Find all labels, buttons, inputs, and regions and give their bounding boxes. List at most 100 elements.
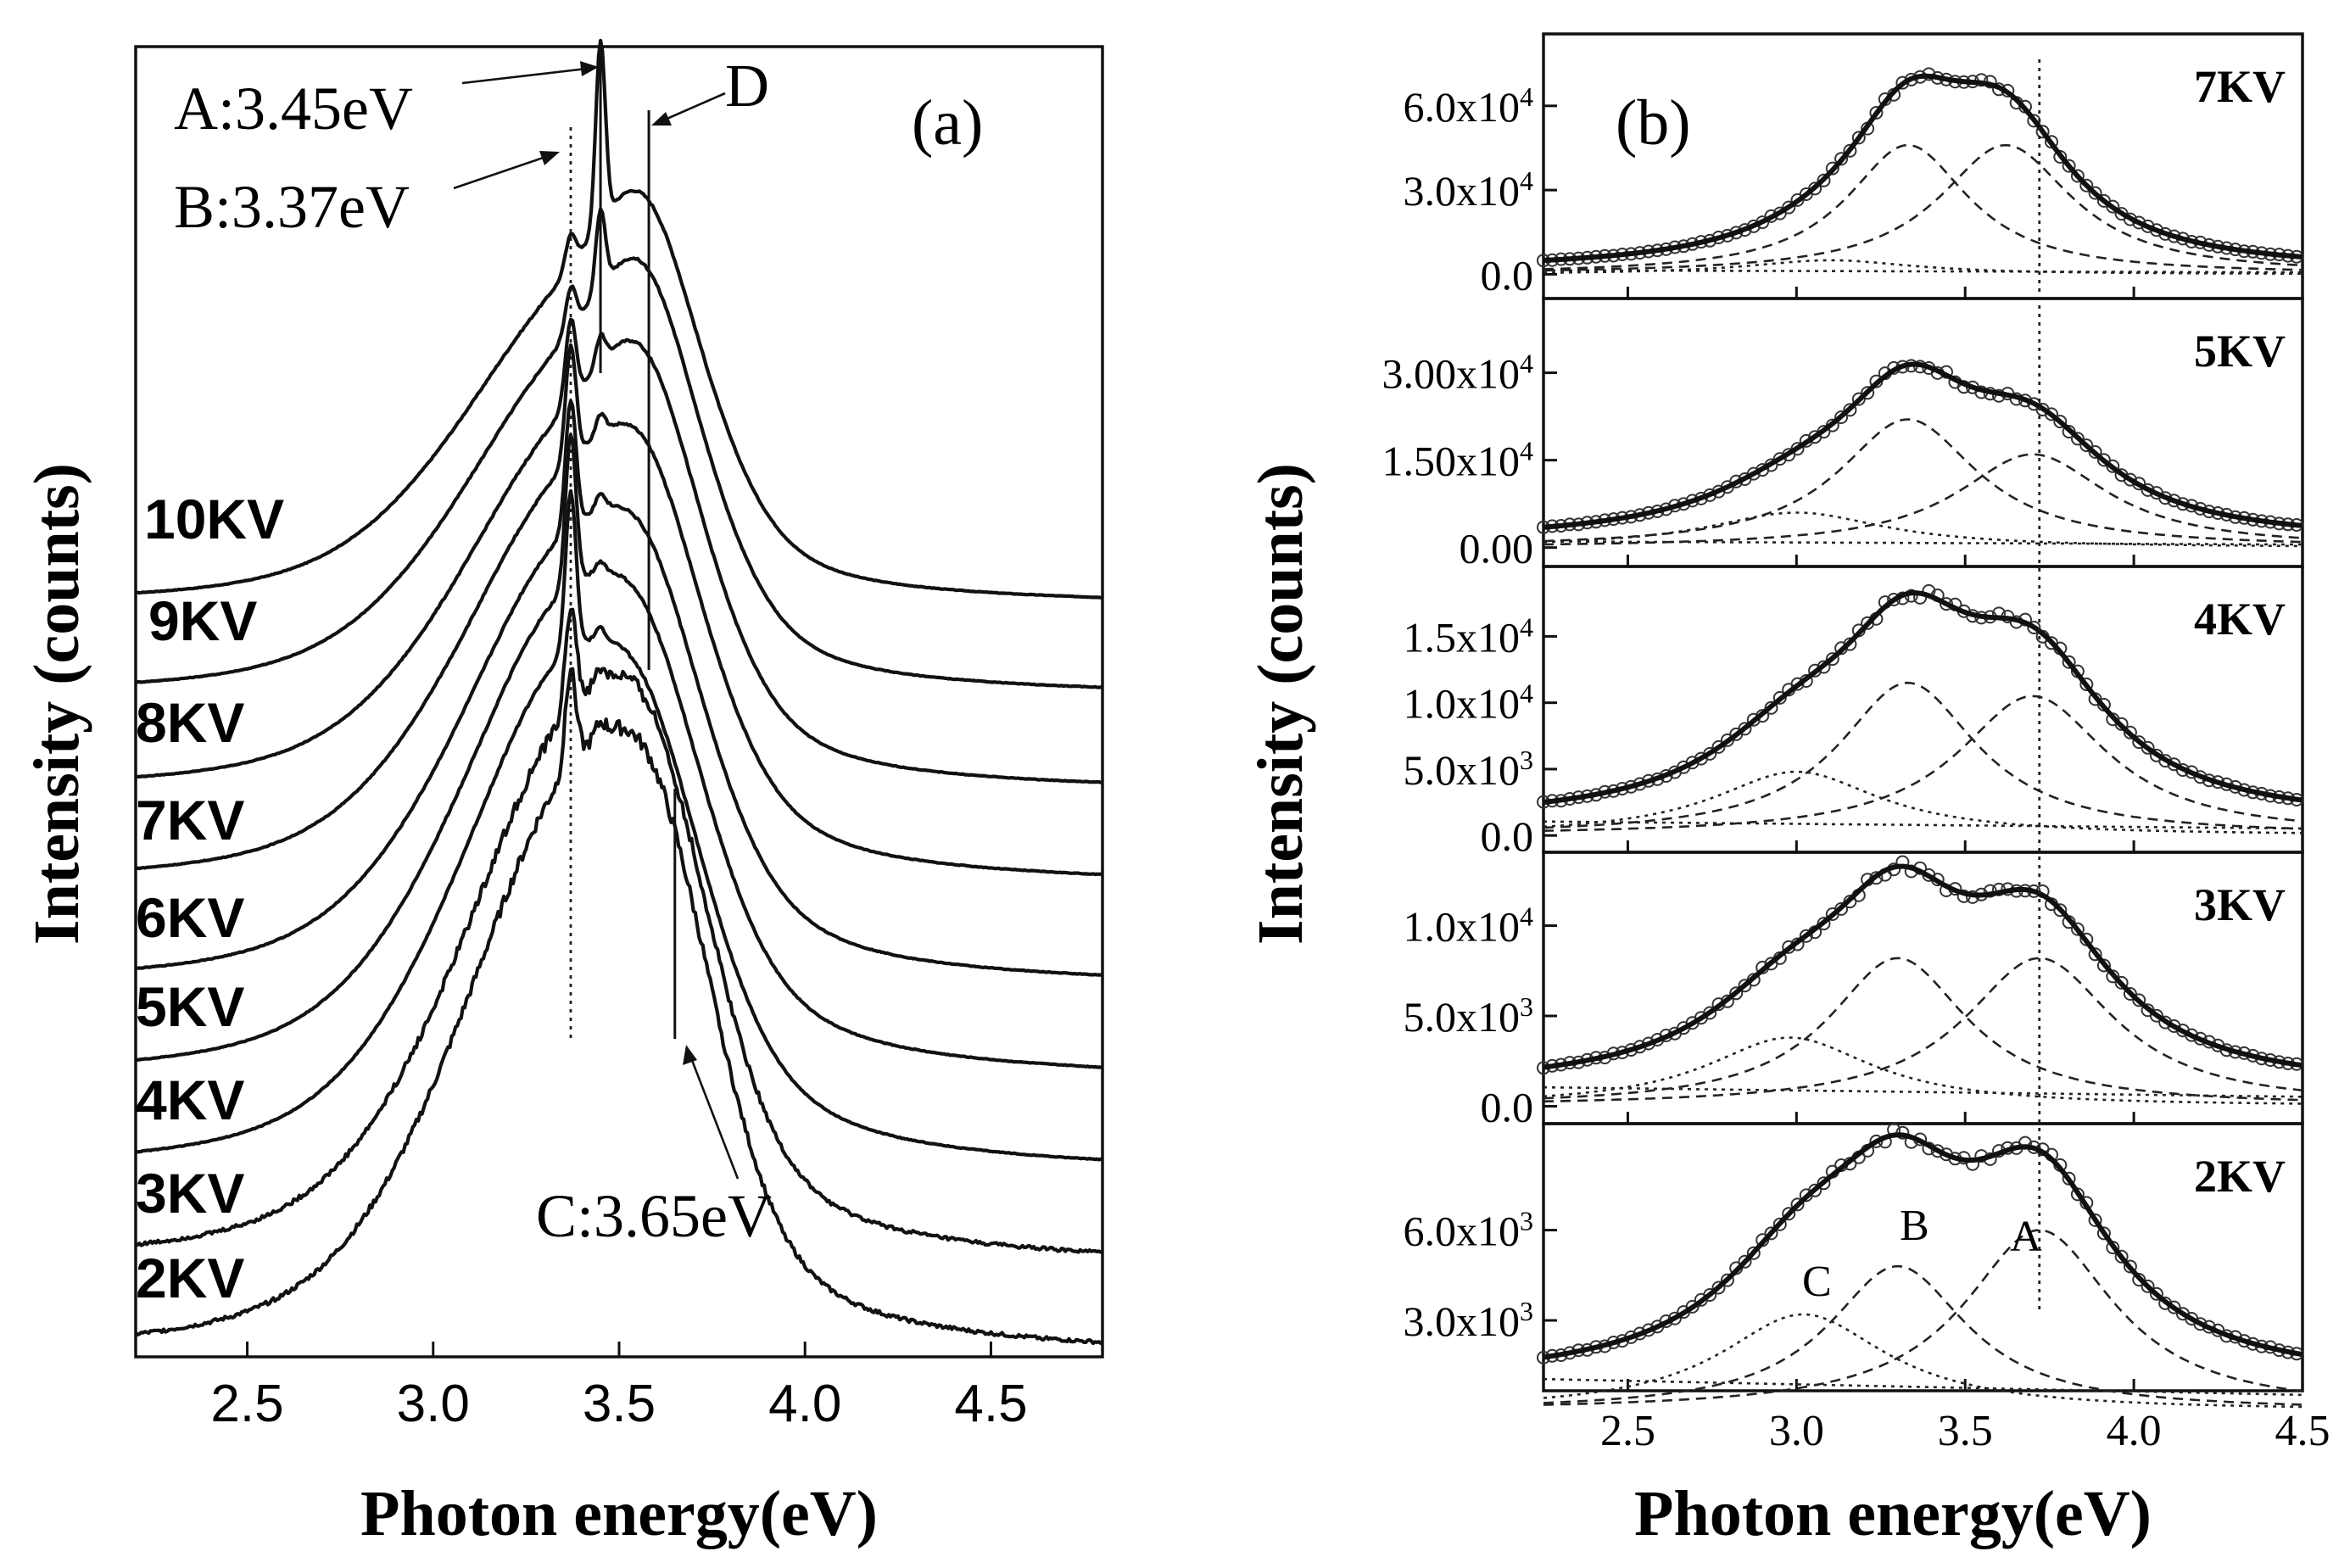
- subplot-fit-component: [1543, 957, 2303, 1103]
- subplot-data-point: [2132, 993, 2146, 1007]
- panel-a-series-label-3kv: 3KV: [136, 1162, 244, 1225]
- subplot-data-point: [1817, 917, 1831, 931]
- subplot-data-point: [2141, 740, 2155, 755]
- subplot-y-tick-label: 3.00x104: [1382, 349, 1534, 398]
- panel-a-frame: [134, 45, 1104, 1359]
- panel-a-series-label-6kv: 6KV: [136, 886, 244, 949]
- panel-a-x-tick-label: 2.5: [210, 1375, 283, 1433]
- subplot-data-point: [1825, 652, 1839, 667]
- subplot-data-point: [1746, 1246, 1761, 1260]
- subplot-fit-component: [1543, 143, 2303, 271]
- subplot-y-tick-label: 1.0x104: [1404, 678, 1534, 728]
- subplot-data-point: [2114, 717, 2129, 731]
- subplot-data-point: [1711, 1281, 1726, 1295]
- panel-a-series-label-2kv: 2KV: [136, 1247, 244, 1309]
- subplot-data-point: [2114, 975, 2129, 990]
- subplot-frame: [1542, 297, 2304, 568]
- subplot-fit-curve: [1543, 590, 2303, 806]
- subplot-fit-component: [1543, 1313, 2303, 1409]
- subplot-data-point: [1764, 700, 1778, 715]
- subplot-y-tick-label: 0.0: [1481, 812, 1534, 860]
- subplot-data-point: [1861, 386, 1875, 400]
- subplot-data-point: [2079, 178, 2094, 193]
- subplot-data-point: [1834, 410, 1849, 424]
- subplot-fit-component: [1543, 511, 2303, 548]
- panel-a-series-labels: 10KV 9KV 8KV 7KV 6KV 5KV 4KV 3KV 2KV: [136, 488, 284, 1309]
- subplot-data-point: [1887, 593, 1901, 606]
- subplot-data-point: [2096, 958, 2111, 973]
- subplot-data-point: [1799, 929, 1813, 943]
- subplot-data-point: [2149, 1008, 2163, 1023]
- subplot-data-point: [2062, 655, 2076, 669]
- subplot-fit-component: [1543, 695, 2303, 832]
- subplot-data-point: [2132, 1273, 2146, 1286]
- panel-b-x-tick-label: 4.5: [2275, 1407, 2330, 1455]
- subplot-data-point: [1843, 637, 1857, 651]
- annotation-d-arrow: [656, 92, 726, 125]
- panel-b-subplot-4kv: 0.0 5.0x103 1.0x104 1.5x104 4KV: [1404, 565, 2304, 860]
- subplot-fit-component: [1543, 681, 2303, 830]
- panel-a-series-label-10kv: 10KV: [144, 488, 284, 550]
- subplot-name-label: 5KV: [2194, 326, 2286, 377]
- subplot-data-point: [2088, 445, 2102, 459]
- subplot-y-tick-label: 3.0x103: [1404, 1296, 1534, 1345]
- subplot-name-label: 3KV: [2194, 879, 2286, 930]
- panel-b-x-axis-label: Photon energy(eV): [1634, 1478, 2152, 1549]
- subplot-data-point: [2053, 415, 2068, 429]
- subplot-fit-component: [1543, 1229, 2303, 1406]
- panel-a-x-tick-label: 3.0: [397, 1375, 470, 1433]
- peak-label-c: C: [1802, 1258, 1832, 1306]
- panel-a-curve-5kv: [135, 432, 1103, 1069]
- panel-a-curve-7kv: [135, 343, 1103, 877]
- subplot-data-point: [2070, 432, 2085, 446]
- subplot-y-tick-label: 1.0x104: [1404, 901, 1534, 951]
- subplot-data-point: [1772, 452, 1787, 466]
- subplot-data-point: [2053, 150, 2068, 164]
- subplot-data-point: [2167, 1300, 2181, 1314]
- panel-a-series-label-9kv: 9KV: [148, 589, 257, 652]
- panel-a-y-axis-label: Intensity (counts): [21, 463, 92, 945]
- subplot-name-label: 4KV: [2194, 594, 2286, 644]
- subplot-fit-component: [1543, 1264, 2303, 1406]
- subplot-data-point: [2123, 472, 2137, 487]
- subplot-data-point: [1817, 173, 1831, 187]
- subplot-data-point: [1703, 1006, 1717, 1020]
- subplot-y-tick-label: 0.0: [1481, 251, 1534, 299]
- subplot-y-tick-label: 3.0x104: [1404, 165, 1534, 215]
- subplot-data-point: [2070, 169, 2085, 183]
- subplot-data-point: [2079, 438, 2094, 453]
- subplot-data-point: [1782, 200, 1796, 215]
- subplot-data-point: [1851, 392, 1866, 406]
- subplot-data-point: [1703, 1288, 1717, 1302]
- panel-a: 2.5 3.0 3.5 4.0 4.5 10KV 9KV 8KV 7KV 6KV 5KV 4KV 3K…: [21, 38, 1104, 1549]
- subplot-data-point: [1772, 690, 1787, 705]
- panel-a-curve-2kv: [134, 667, 1104, 1346]
- subplot-fit-component: [1543, 143, 2303, 272]
- subplot-fit-component: [1543, 957, 2303, 1102]
- subplot-data-point: [1782, 1207, 1796, 1221]
- subplot-data-point: [2141, 1279, 2155, 1293]
- annotation-b: B:3.37eV: [174, 173, 410, 241]
- peak-label-b: B: [1900, 1202, 1929, 1250]
- annotation-a: A:3.45eV: [174, 75, 413, 142]
- subplot-y-tick-label: 0.00: [1460, 525, 1534, 572]
- panel-a-x-tick-label: 4.0: [768, 1375, 841, 1433]
- subplot-data-point: [2132, 215, 2146, 230]
- subplot-y-tick-label: 6.0x104: [1404, 81, 1534, 131]
- subplot-data-point: [2096, 453, 2111, 467]
- subplot-fit-component: [1543, 418, 2303, 544]
- subplot-data-point: [1790, 1197, 1805, 1212]
- panel-a-x-tick-label: 3.5: [583, 1375, 656, 1433]
- subplot-data-point: [1940, 597, 1953, 611]
- annotation-a-arrow: [461, 66, 594, 85]
- panel-b: 0.0 3.0x104 6.0x104 7KV 0.00 1.50x104 3.00x104…: [1245, 32, 2330, 1549]
- subplot-y-tick-label: 5.0x103: [1404, 745, 1534, 794]
- panel-a-curve-3kv: [135, 607, 1103, 1255]
- panel-a-x-ticks: 2.5 3.0 3.5 4.0 4.5: [210, 1342, 1028, 1433]
- subplot-data-point: [1843, 403, 1857, 417]
- annotation-d-arrowhead: [651, 112, 672, 126]
- panel-a-curve-4kv: [135, 488, 1103, 1162]
- subplot-data-point: [2088, 1213, 2102, 1227]
- annotation-b-arrowhead: [539, 151, 560, 165]
- subplot-data-point: [1720, 1273, 1734, 1287]
